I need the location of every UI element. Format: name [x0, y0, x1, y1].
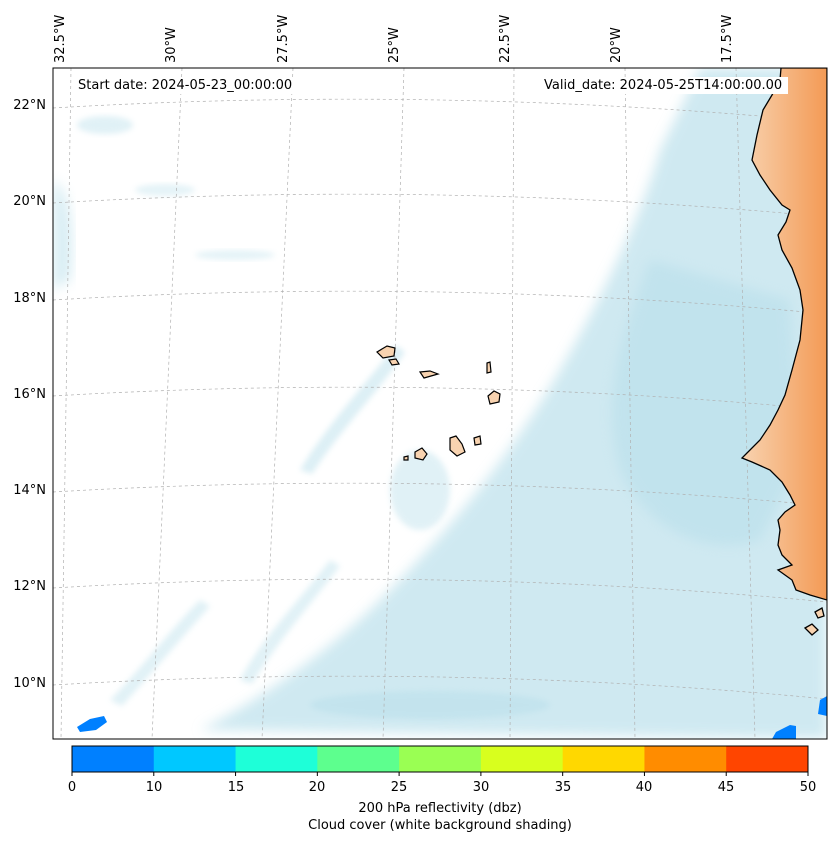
island-santiago	[449, 435, 466, 457]
parallel-10n	[53, 675, 827, 700]
colorbar-frame	[71, 745, 809, 773]
cloud-blob-island	[390, 450, 450, 530]
cloud-streak-sw	[110, 600, 210, 706]
lon-label-25w: 25°W	[387, 27, 402, 63]
colorbar-tick-label: 50	[799, 780, 817, 795]
cloud-band-east	[200, 68, 827, 739]
colorbar-subtitle: Cloud cover (white background shading)	[308, 818, 572, 833]
colorbar	[71, 745, 809, 776]
cape-verde-islands	[376, 345, 501, 461]
parallel-18n	[53, 290, 827, 315]
lat-label-12n: 12°N	[13, 579, 46, 594]
africa-mainland	[740, 68, 827, 601]
lat-label-14n: 14°N	[13, 483, 46, 498]
meridian-25w	[382, 68, 405, 739]
colorbar-tick-label: 0	[67, 780, 77, 795]
parallel-20n	[53, 193, 827, 218]
island-santo-antao	[376, 345, 396, 359]
colorbar-segment	[72, 746, 155, 772]
island-sal	[486, 361, 492, 374]
lat-label-10n: 10°N	[13, 676, 46, 691]
cloud-blob-mid	[195, 250, 275, 260]
guinea-islands	[803, 607, 825, 636]
colorbar-tick-label: 10	[145, 780, 163, 795]
lat-label-20n: 20°N	[13, 194, 46, 209]
parallel-22n	[53, 98, 827, 123]
lat-label-16n: 16°N	[13, 387, 46, 402]
island-fogo	[414, 447, 428, 461]
colorbar-tick-label: 45	[717, 780, 735, 795]
lon-label-20w: 20°W	[609, 27, 624, 63]
cloud-patch-west	[53, 180, 72, 290]
land-layer	[740, 68, 827, 636]
colorbar-segment	[726, 746, 809, 772]
start-date-label: Start date: 2024-05-23_00:00:00	[72, 77, 299, 94]
island-sao-nicolau	[418, 370, 440, 379]
colorbar-segment	[317, 746, 400, 772]
meridian-17-5w	[735, 68, 756, 739]
colorbar-segment	[480, 746, 564, 772]
echo-east-edge	[818, 696, 827, 716]
cloud-streak-center	[300, 345, 405, 474]
colorbar-tick-label: 40	[635, 780, 653, 795]
island-boa-vista	[487, 390, 501, 405]
echo-southwest	[77, 716, 107, 732]
lat-label-22n: 22°N	[13, 98, 46, 113]
colorbar-tick-label: 15	[227, 780, 245, 795]
lon-label-27-5w: 27.5°W	[276, 14, 291, 63]
lat-label-18n: 18°N	[13, 291, 46, 306]
island-maio	[473, 435, 482, 446]
parallel-16n	[53, 386, 827, 411]
colorbar-tick-label: 30	[472, 780, 490, 795]
colorbar-segment	[644, 746, 727, 772]
colorbar-segment	[562, 746, 645, 772]
cloud-streak-s	[240, 560, 340, 684]
colorbar-tick-label: 35	[554, 780, 572, 795]
parallel-12n	[53, 578, 827, 603]
valid-date-label: Valid_date: 2024-05-25T14:00:00.00	[538, 77, 789, 94]
cloud-blob-n	[135, 184, 195, 196]
graticule	[53, 68, 827, 739]
meridian-27-5w	[261, 68, 294, 739]
meridian-20w	[624, 68, 636, 739]
cloud-core-east	[611, 260, 800, 546]
island-brava	[403, 455, 409, 461]
lon-label-22-5w: 22.5°W	[498, 14, 513, 63]
colorbar-tick-label: 25	[390, 780, 408, 795]
echo-southeast	[772, 725, 796, 739]
island-sao-vicente	[388, 358, 400, 366]
lon-label-17-5w: 17.5°W	[720, 14, 735, 63]
lon-label-32-5w: 32.5°W	[53, 14, 68, 63]
colorbar-tick-label: 20	[308, 780, 326, 795]
map-frame	[52, 67, 828, 740]
meridian-30w	[151, 68, 183, 739]
meridian-32-5w	[60, 68, 72, 739]
reflectivity-echoes	[77, 696, 827, 739]
colorbar-segment	[399, 746, 482, 772]
colorbar-segment	[153, 746, 237, 772]
meridian-22-5w	[509, 68, 515, 739]
cloud-blob-south	[310, 691, 550, 719]
lon-label-30w: 30°W	[164, 27, 179, 63]
colorbar-segment	[235, 746, 318, 772]
colorbar-title: 200 hPa reflectivity (dbz)	[358, 801, 522, 816]
cloud-cover-layer	[53, 68, 827, 739]
parallel-14n	[53, 482, 827, 507]
cloud-blob-nw	[77, 116, 133, 134]
